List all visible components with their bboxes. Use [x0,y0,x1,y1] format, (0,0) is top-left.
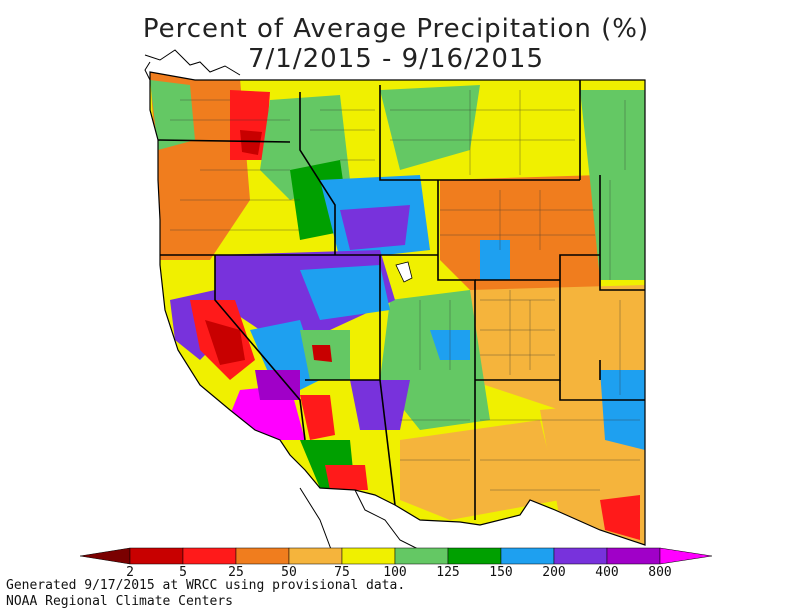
legend-tick-label: 125 [436,565,460,580]
legend-tick-label: 75 [334,565,350,580]
date-range: 7/1/2015 - 9/16/2015 [248,44,544,74]
legend-tick-label: 100 [383,565,407,580]
legend-tick-label: 5 [179,565,187,580]
county-lines [170,90,640,491]
canada-outline [144,49,241,81]
legend-swatch [447,547,502,565]
precipitation-field [150,72,645,545]
legend-tick-label: 150 [489,565,513,580]
great-salt-lake [395,261,413,283]
legend-colorbar [79,547,713,565]
legend-swatch [129,547,184,565]
legend-swatch [182,547,237,565]
legend-swatch [659,547,713,565]
legend-tick-label: 25 [228,565,244,580]
coastline [149,71,646,546]
legend-swatch [553,547,608,565]
legend-tick-label: 400 [595,565,619,580]
legend-swatch [288,547,343,565]
state-boundaries [157,80,645,520]
legend-tick-label: 800 [648,565,672,580]
legend-tick-label: 50 [281,565,297,580]
legend-swatch [235,547,290,565]
generated-note: Generated 9/17/2015 at WRCC using provis… [6,578,406,593]
legend-swatch [79,547,131,565]
source-note: NOAA Regional Climate Centers [6,594,233,609]
legend-swatch [606,547,661,565]
legend-tick-label: 2 [126,565,134,580]
legend-tick-label: 200 [542,565,566,580]
legend-swatch [500,547,555,565]
legend-swatch [394,547,449,565]
map-title: Percent of Average Precipitation (%) [142,14,650,44]
legend-swatch [341,547,396,565]
